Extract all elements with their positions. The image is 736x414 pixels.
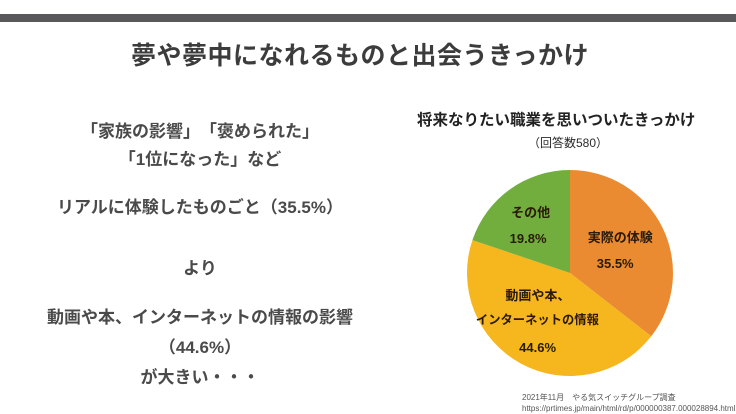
svg-text:19.8%: 19.8% <box>510 231 547 246</box>
svg-text:その他: その他 <box>511 205 550 220</box>
svg-text:インターネットの情報: インターネットの情報 <box>476 312 600 327</box>
svg-text:44.6%: 44.6% <box>519 340 556 355</box>
svg-text:動画や本、: 動画や本、 <box>505 288 570 303</box>
svg-text:実際の体験: 実際の体験 <box>588 230 653 245</box>
svg-text:35.5%: 35.5% <box>597 256 634 271</box>
